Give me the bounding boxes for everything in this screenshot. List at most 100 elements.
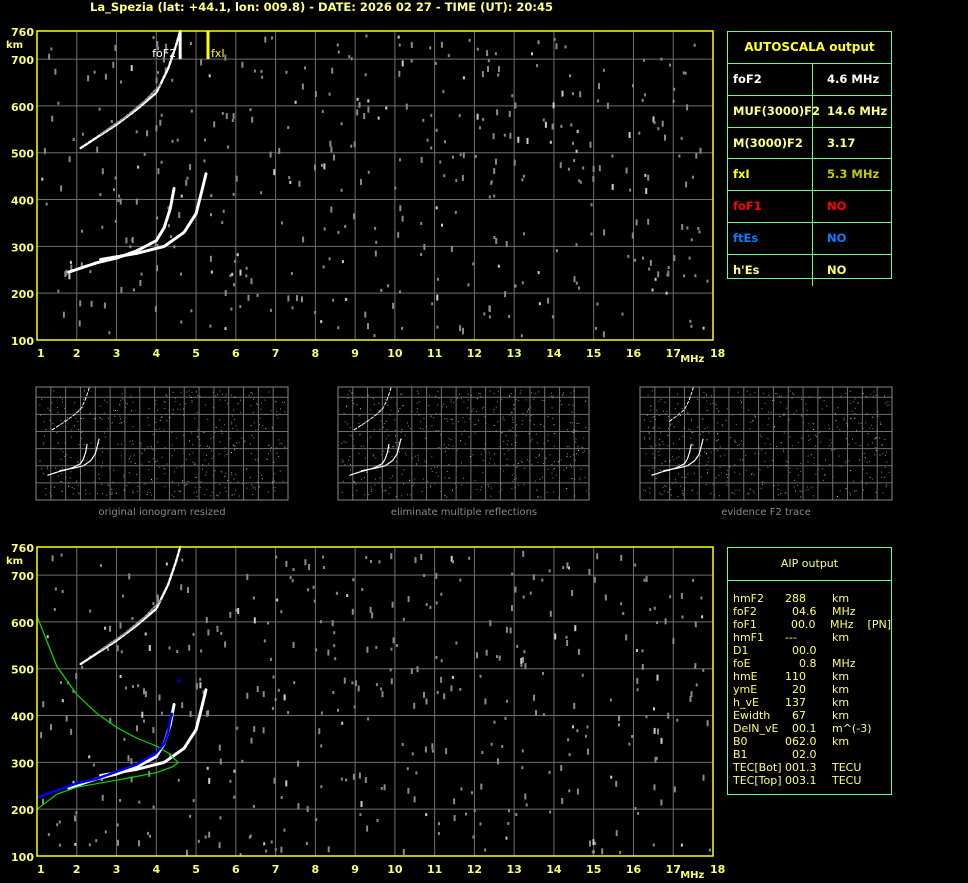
noise-dot [561,394,563,396]
noise-dot [446,406,447,408]
noise-dot [553,37,556,41]
noise-dot [778,396,780,397]
noise-dot [199,677,202,681]
noise-dot [43,441,45,443]
noise-dot [854,412,856,414]
noise-dot [710,492,712,494]
noise-dot [141,711,144,718]
noise-dot [323,163,326,170]
x-tick-label: 16 [626,347,642,360]
y-tick-label: 400 [11,711,34,724]
noise-dot [373,455,375,457]
noise-dot [43,421,45,423]
noise-dot [609,698,612,702]
noise-dot [130,65,133,72]
noise-dot [578,179,581,183]
noise-dot [371,612,374,619]
noise-dot [638,131,641,135]
noise-dot [318,728,321,735]
noise-dot [785,491,787,493]
noise-dot [370,486,372,488]
param-unit: MHz [832,605,856,618]
noise-dot [197,394,199,396]
noise-dot [206,455,207,456]
noise-dot [719,466,721,468]
noise-dot [422,482,424,484]
noise-dot [688,256,691,260]
noise-dot [851,410,853,412]
noise-dot [47,468,48,470]
noise-dot [809,438,811,440]
param-unit: km [832,592,850,605]
noise-dot [737,391,739,393]
noise-dot [349,427,351,429]
param-unit [832,644,891,657]
noise-dot [136,474,138,476]
noise-dot [344,224,347,228]
noise-dot [577,446,579,448]
noise-dot [702,668,705,672]
noise-dot [716,408,718,410]
noise-dot [148,645,151,651]
noise-dot [594,326,597,330]
noise-dot [292,642,295,648]
noise-dot [152,602,155,606]
noise-dot [132,401,134,403]
noise-dot [207,629,210,636]
noise-dot [307,588,310,592]
noise-dot [677,402,679,404]
noise-dot [202,464,204,466]
noise-dot [464,421,466,423]
noise-dot [268,391,270,393]
noise-dot [173,245,176,249]
noise-dot [52,422,54,424]
noise-dot [503,419,505,421]
noise-dot [464,430,466,432]
noise-dot [520,390,522,392]
noise-dot [193,492,195,494]
noise-dot [695,683,698,687]
noise-dot [50,724,52,731]
noise-dot [691,175,694,179]
noise-dot [74,425,76,427]
noise-dot [254,487,256,489]
noise-dot [863,392,864,394]
noise-dot [89,609,92,613]
noise-dot [667,445,669,447]
noise-dot [670,494,672,496]
noise-dot [233,478,235,480]
param-value: 288 [785,592,806,605]
noise-dot [828,424,830,426]
param-value: 062.0 [785,735,817,748]
noise-dot [423,418,425,419]
noise-dot [858,459,860,461]
noise-dot [246,573,249,580]
noise-dot [69,477,71,479]
noise-dot [553,491,555,493]
noise-dot [445,447,447,448]
noise-dot [525,399,527,401]
noise-dot [230,307,233,311]
noise-dot [521,178,524,182]
noise-dot [805,403,807,405]
noise-dot [282,401,283,403]
noise-dot [480,783,483,790]
noise-dot [354,680,357,687]
noise-dot [798,442,799,444]
noise-dot [524,793,527,800]
noise-dot [391,397,393,399]
noise-dot [256,481,258,483]
noise-dot [669,63,671,67]
noise-dot [112,61,115,68]
noise-dot [235,424,237,426]
noise-dot [685,477,687,479]
noise-dot [682,492,684,494]
noise-dot [563,469,565,471]
noise-dot [219,441,221,443]
noise-dot [454,210,457,214]
noise-dot [155,461,157,463]
noise-dot [645,188,648,194]
noise-dot [131,685,134,689]
noise-dot [83,399,84,401]
noise-dot [511,474,513,476]
